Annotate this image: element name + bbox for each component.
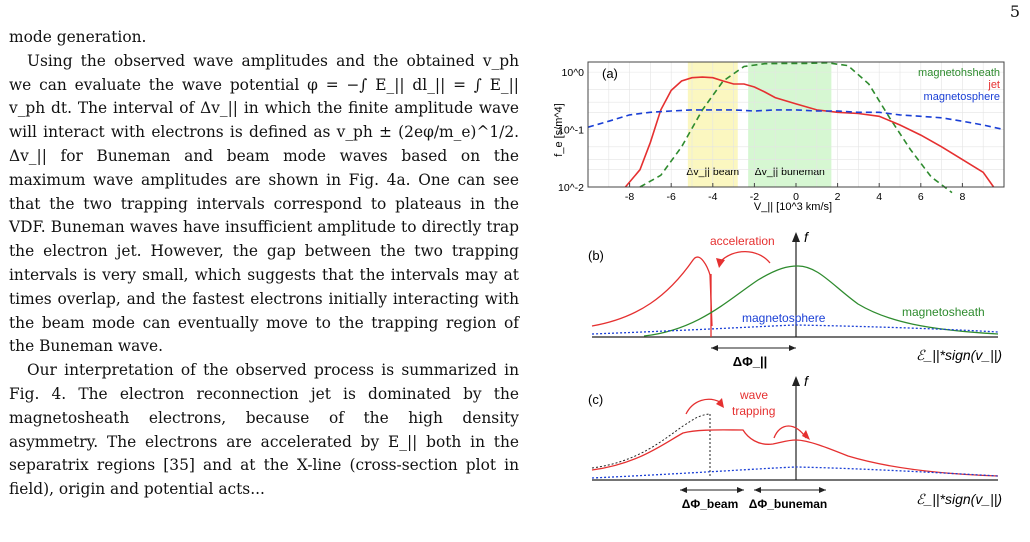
- paragraph-2: Using the observed wave amplitudes and t…: [9, 51, 519, 356]
- panel-c-x-label: ℰ_||*sign(v_||): [916, 491, 1002, 507]
- panel-b-sphere-curve: [591, 324, 999, 335]
- series-jet: [624, 76, 995, 188]
- legend-magnetohsheath: magnetohsheath: [918, 67, 1000, 79]
- x-tick-label: 4: [876, 191, 882, 203]
- series-magnetosphere: [587, 109, 1005, 131]
- paragraph-3: Our interpretation of the observed proce…: [9, 361, 519, 499]
- panel-b-jet-curve: [591, 256, 713, 327]
- x-tick-label: -8: [625, 191, 634, 203]
- panel-b-sheath-curve: [643, 265, 999, 337]
- panel-b-dphi-left-head: [711, 345, 718, 351]
- x-tick-label: -4: [708, 191, 717, 203]
- x-tick-label: 2: [835, 191, 841, 203]
- panel-b-f-label: f: [804, 229, 810, 245]
- legend-jet: jet: [987, 79, 1000, 91]
- x-tick-label: 8: [959, 191, 965, 203]
- panel-c-beam-left-head: [680, 487, 687, 493]
- panel-b-label: (b): [588, 248, 604, 263]
- panel-c-buneman-right-head: [819, 487, 826, 493]
- shaded-band-1: [748, 62, 832, 187]
- panel-b-dphi-label: ΔΦ_||: [733, 354, 768, 369]
- panel-c-dphi-buneman-label: ΔΦ_buneman: [749, 497, 828, 511]
- x-tick-label: -6: [667, 191, 676, 203]
- panel-b-dphi-right-head: [789, 345, 796, 351]
- panel-b-accel-arrow: [719, 250, 771, 264]
- panel-a-xlabel: V_|| [10^3 km/s]: [754, 201, 832, 213]
- panel-b: (b) f acceleration magnetosphere magneto…: [588, 229, 1002, 369]
- panel-c-sphere-curve: [591, 466, 999, 479]
- y-tick-label: 10^0: [562, 67, 585, 79]
- panel-c-beam-right-head: [737, 487, 744, 493]
- panel-c-trapping-label: trapping: [732, 404, 775, 418]
- panel-b-x-label: ℰ_||*sign(v_||): [916, 347, 1002, 363]
- panel-c-trap-head-right: [802, 430, 810, 440]
- panel-a: Δv_|| beam Δv_|| buneman -8 -6 -4 -2 0 2 4 6 8 10…: [553, 61, 1005, 213]
- panel-c-trap-arrow-left: [685, 398, 721, 415]
- panel-c-buneman-left-head: [754, 487, 761, 493]
- series-magnetohsheath: [639, 61, 953, 194]
- figure-4: Δv_|| beam Δv_|| buneman -8 -6 -4 -2 0 2 4 6 8 10…: [553, 61, 1005, 511]
- paragraph-1: mode generation.: [9, 28, 147, 46]
- panel-c-dashed-curve: [591, 413, 711, 469]
- panel-c-dphi-beam-label: ΔΦ_beam: [682, 497, 739, 511]
- panel-c-jet-curve: [591, 429, 999, 477]
- band-label-1: Δv_|| buneman: [755, 166, 825, 178]
- panel-c: (c) f wave trapping ΔΦ_beam ΔΦ_buneman ℰ…: [588, 373, 1002, 511]
- panel-b-magnetosheath-label: magnetosheath: [902, 305, 985, 319]
- x-tick-label: -2: [750, 191, 759, 203]
- panel-b-magnetosphere-label: magnetosphere: [742, 311, 826, 325]
- panel-c-f-label: f: [804, 373, 810, 389]
- panel-c-trap-arrow-right: [773, 425, 807, 439]
- panel-a-ylabel: f_e [s/m^4]: [553, 103, 565, 156]
- page-number: 5: [1009, 2, 1020, 21]
- panel-a-label: (a): [602, 66, 618, 81]
- legend-magnetosphere: magnetosphere: [924, 91, 1000, 103]
- body-text: mode generation. Using the observed wave…: [9, 26, 519, 502]
- y-tick-label: 10^-2: [558, 182, 584, 194]
- panel-c-label: (c): [588, 392, 603, 407]
- panel-b-acceleration-label: acceleration: [710, 234, 775, 248]
- panel-c-trap-head-left: [716, 398, 724, 408]
- panel-b-y-arrow: [792, 232, 800, 242]
- panel-c-y-arrow: [792, 376, 800, 386]
- y-tick-label: 10^-1: [558, 125, 584, 137]
- x-tick-label: 0: [793, 191, 799, 203]
- x-tick-label: 6: [918, 191, 924, 203]
- panel-b-accel-head: [716, 258, 725, 268]
- panel-c-wave-label: wave: [739, 388, 768, 402]
